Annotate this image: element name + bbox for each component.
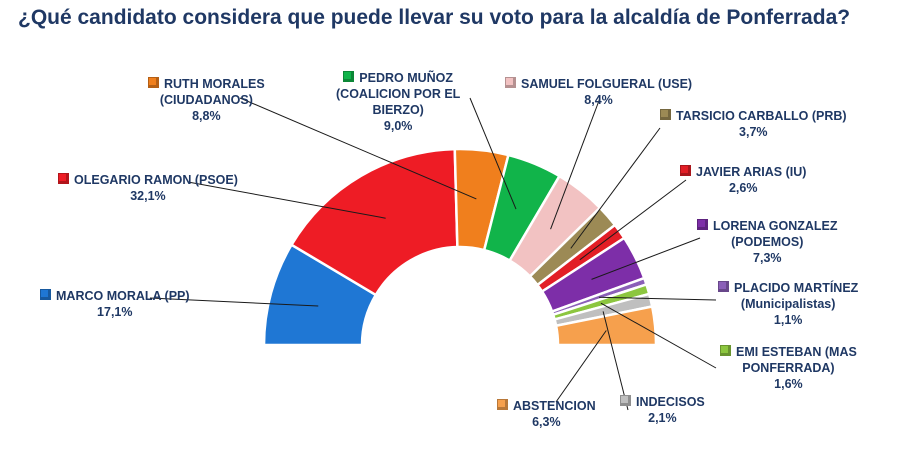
leader-javier-arias-iu [579, 179, 687, 261]
label-value: 1,6% [774, 377, 803, 391]
label-value: 32,1% [130, 189, 166, 203]
label-name: PLACIDO MARTÍNEZ [734, 281, 859, 295]
leader-lines [149, 97, 717, 411]
leader-tarsicio-carballo-prb [570, 127, 661, 249]
leader-indecisos [602, 311, 629, 411]
label-placido-martinez-municipalistas: PLACIDO MARTÍNEZ (Municipalistas) 1,1% [718, 280, 858, 328]
label-lorena-gonzalez-podemos: LORENA GONZALEZ (PODEMOS) 7,3% [697, 218, 838, 266]
label-indecisos: INDECISOS 2,1% [620, 394, 705, 426]
legend-swatch [718, 281, 729, 292]
label-tarsicio-carballo-prb: TARSICIO CARBALLO (PRB) 3,7% [660, 108, 847, 140]
label-value: 9,0% [383, 119, 413, 133]
label-name: (CIUDADANOS) [159, 93, 253, 107]
label-name: INDECISOS [636, 395, 705, 409]
label-marco-morala-pp: MARCO MORALA (PP) 17,1% [40, 288, 190, 320]
label-value: 2,1% [648, 411, 677, 425]
leader-placido-martinez-municipalistas [599, 296, 717, 301]
slice-abstencion [554, 305, 658, 347]
leader-pedro-munoz-coalicion-por-el-bierzo [469, 97, 517, 210]
leader-olegario-ramon-psoe [187, 181, 386, 219]
label-name: ABSTENCION [513, 399, 596, 413]
label-value: 7,3% [753, 251, 782, 265]
legend-swatch [505, 77, 516, 88]
label-javier-arias-iu: JAVIER ARIAS (IU) 2,6% [680, 164, 806, 196]
label-name: PONFERRADA) [742, 361, 835, 375]
label-name: SAMUEL FOLGUERAL (USE) [521, 77, 693, 91]
label-name: (Municipalistas) [740, 297, 836, 311]
label-name: (COALICION POR EL [336, 87, 461, 101]
chart-title: ¿Qué candidato considera que puede lleva… [18, 6, 851, 29]
legend-swatch [497, 399, 508, 410]
label-value: 1,1% [773, 313, 803, 327]
label-value: 3,7% [739, 125, 768, 139]
label-value: 8,8% [192, 109, 221, 123]
label-name: RUTH MORALES [164, 77, 265, 91]
legend-swatch [680, 165, 691, 176]
leader-marco-morala-pp [149, 297, 319, 307]
leader-abstencion [555, 330, 607, 403]
label-name: (PODEMOS) [731, 235, 804, 249]
label-samuel-folgueral-use: SAMUEL FOLGUERAL (USE) 8,4% [505, 76, 692, 108]
legend-swatch [58, 173, 69, 184]
label-name: JAVIER ARIAS (IU) [696, 165, 807, 179]
label-name: TARSICIO CARBALLO (PRB) [676, 109, 847, 123]
label-name: OLEGARIO RAMON (PSOE) [74, 173, 238, 187]
label-name: MARCO MORALA (PP) [56, 289, 190, 303]
label-value: 8,4% [584, 93, 613, 107]
legend-swatch [40, 289, 51, 300]
label-name: PEDRO MUÑOZ [359, 71, 454, 85]
label-value: 6,3% [532, 415, 561, 429]
legend-swatch [620, 395, 631, 406]
label-olegario-ramon-psoe: OLEGARIO RAMON (PSOE) 32,1% [58, 172, 238, 204]
slice-olegario-ramon-psoe [289, 147, 459, 297]
leader-ruth-morales-ciudadanos [239, 97, 477, 200]
label-name: BIERZO) [372, 103, 424, 117]
label-emi-esteban-mas-ponferrada: EMI ESTEBAN (MAS PONFERRADA) 1,6% [720, 344, 857, 392]
legend-swatch [148, 77, 159, 88]
label-value: 2,6% [728, 181, 758, 195]
label-pedro-munoz-coalicion-por-el-bierzo: PEDRO MUÑOZ (COALICION POR EL BIERZO) 9,0% [336, 70, 460, 134]
label-name: EMI ESTEBAN (MAS [736, 345, 857, 359]
label-value: 17,1% [97, 305, 133, 319]
legend-swatch [697, 219, 708, 230]
legend-swatch [720, 345, 731, 356]
label-name: LORENA GONZALEZ [713, 219, 838, 233]
leader-emi-esteban-mas-ponferrada [600, 302, 717, 369]
leader-lorena-gonzalez-podemos [591, 237, 701, 280]
leader-samuel-folgueral-use [550, 97, 601, 230]
label-abstencion: ABSTENCION 6,3% [497, 398, 596, 430]
label-ruth-morales-ciudadanos: RUTH MORALES (CIUDADANOS) 8,8% [148, 76, 265, 124]
legend-swatch [343, 71, 355, 82]
legend-swatch [660, 109, 671, 120]
